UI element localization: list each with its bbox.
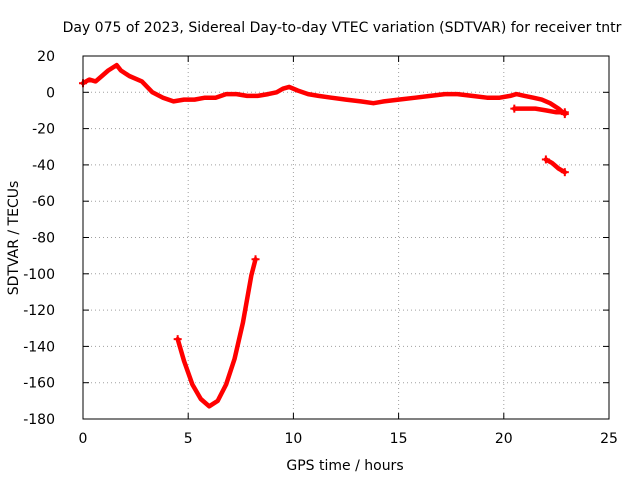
y-tick-label: -140 — [23, 339, 55, 355]
y-tick-label: 0 — [46, 85, 55, 101]
y-tick-label: -80 — [32, 231, 55, 247]
series-line-branch-1 — [512, 106, 568, 115]
series-line-branch-2 — [543, 157, 568, 175]
y-tick-label: -40 — [32, 158, 55, 174]
x-tick-labels: 0 5 10 15 20 25 — [79, 431, 618, 447]
y-tick-label: -180 — [23, 412, 55, 428]
series-line-main — [80, 62, 568, 117]
x-tick-label: 0 — [79, 431, 88, 447]
x-tick-label: 25 — [600, 431, 618, 447]
y-tick-labels: 20 0 -20 -40 -60 -80 -100 -120 -140 -160 -180 — [23, 49, 55, 428]
x-tick-label: 15 — [390, 431, 408, 447]
x-tick-label: 10 — [284, 431, 302, 447]
series-line-branch-3 — [175, 257, 258, 409]
y-tick-label: 20 — [37, 49, 55, 65]
chart-title: Day 075 of 2023, Sidereal Day-to-day VTE… — [63, 20, 622, 36]
y-tick-label: -100 — [23, 267, 55, 283]
y-tick-label: -120 — [23, 303, 55, 319]
y-tick-label: -20 — [32, 122, 55, 138]
plot-frame — [82, 55, 610, 420]
y-tick-label: -60 — [32, 194, 55, 210]
x-axis-label: GPS time / hours — [286, 458, 403, 474]
y-axis-label: SDTVAR / TECUs — [6, 181, 22, 296]
y-tick-label: -160 — [23, 376, 55, 392]
data-series — [79, 62, 569, 409]
x-tick-label: 5 — [184, 431, 193, 447]
x-tick-label: 20 — [495, 431, 513, 447]
